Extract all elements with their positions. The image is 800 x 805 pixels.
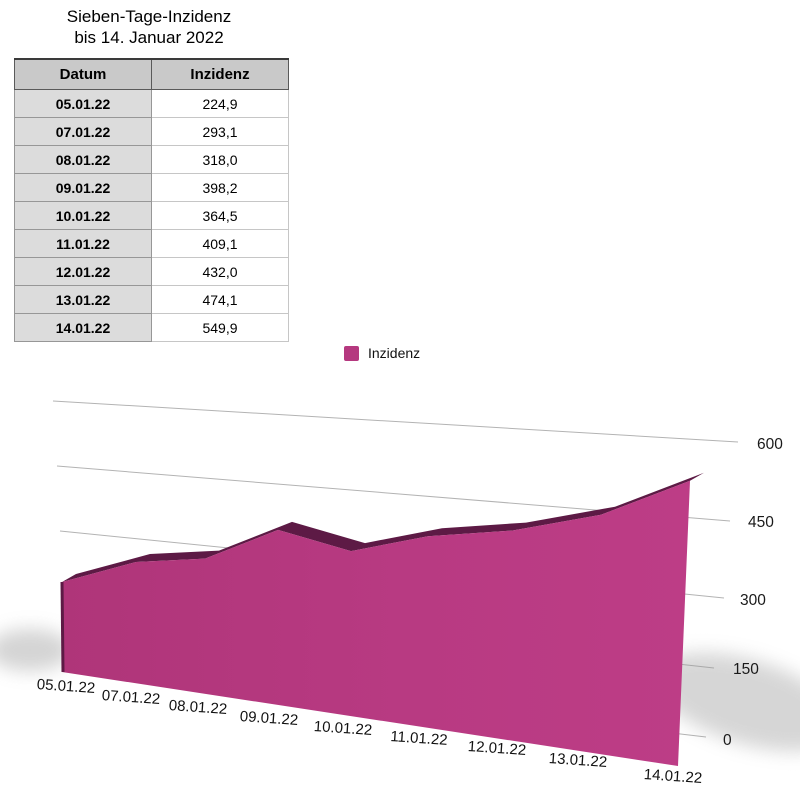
table-row: 14.01.22 549,9 — [14, 313, 289, 342]
table-cell-date: 11.01.22 — [14, 229, 152, 258]
x-axis-labels: 05.01.22 07.01.22 08.01.22 09.01.22 10.01.22… — [36, 676, 702, 787]
table-cell-date: 08.01.22 — [14, 145, 152, 174]
table-header-datum: Datum — [14, 58, 152, 90]
x-axis-label: 14.01.22 — [643, 766, 702, 787]
table-row: 09.01.22 398,2 — [14, 173, 289, 202]
table-cell-value: 474,1 — [151, 285, 289, 314]
table-cell-date: 10.01.22 — [14, 201, 152, 230]
table-cell-date: 13.01.22 — [14, 285, 152, 314]
chart-title-line2: bis 14. Januar 2022 — [74, 28, 224, 47]
y-axis-label: 450 — [748, 514, 774, 531]
table-cell-value: 549,9 — [151, 313, 289, 342]
x-axis-label: 13.01.22 — [548, 750, 607, 771]
chart-title: Sieben-Tage-Inzidenz bis 14. Januar 2022 — [14, 6, 284, 48]
x-axis-label: 05.01.22 — [36, 676, 95, 697]
x-axis-label: 09.01.22 — [239, 708, 298, 729]
y-axis-label: 150 — [733, 661, 759, 678]
table-cell-date: 07.01.22 — [14, 117, 152, 146]
table-cell-date: 12.01.22 — [14, 257, 152, 286]
incidence-table: Datum Inzidenz 05.01.22 224,9 07.01.22 293,… — [14, 58, 289, 342]
area-left-edge — [60, 581, 65, 673]
table-cell-value: 409,1 — [151, 229, 289, 258]
y-axis-labels: 600 450 300 150 0 — [723, 436, 783, 749]
table-row: 10.01.22 364,5 — [14, 201, 289, 230]
table-row: 07.01.22 293,1 — [14, 117, 289, 146]
left-floor-shadow — [0, 629, 72, 671]
table-cell-value: 293,1 — [151, 117, 289, 146]
x-axis-label: 12.01.22 — [467, 738, 526, 759]
right-floor-shadow — [653, 652, 800, 752]
table-header-row: Datum Inzidenz — [14, 58, 289, 90]
table-row: 11.01.22 409,1 — [14, 229, 289, 258]
chart-legend: Inzidenz — [344, 345, 420, 361]
x-axis-label: 07.01.22 — [101, 687, 160, 708]
table-cell-date: 09.01.22 — [14, 173, 152, 202]
table-cell-value: 398,2 — [151, 173, 289, 202]
table-row: 05.01.22 224,9 — [14, 89, 289, 118]
chart-title-line1: Sieben-Tage-Inzidenz — [66, 7, 232, 26]
x-axis-label: 10.01.22 — [313, 718, 372, 739]
table-cell-value: 224,9 — [151, 89, 289, 118]
y-axis-label: 600 — [757, 436, 783, 453]
y-axis-label: 0 — [723, 732, 732, 749]
gridline — [52, 400, 739, 443]
legend-swatch-icon — [344, 345, 359, 361]
y-axis-label: 300 — [740, 592, 766, 609]
x-axis-label: 11.01.22 — [390, 728, 448, 749]
table-cell-date: 05.01.22 — [14, 89, 152, 118]
area-front-face — [62, 480, 690, 766]
incidence-table-body: 05.01.22 224,9 07.01.22 293,1 08.01.22 318,0 0… — [14, 89, 289, 342]
table-cell-date: 14.01.22 — [14, 313, 152, 342]
table-cell-value: 364,5 — [151, 201, 289, 230]
x-axis-label: 08.01.22 — [168, 697, 227, 718]
table-row: 13.01.22 474,1 — [14, 285, 289, 314]
legend-label: Inzidenz — [368, 345, 421, 361]
table-header-inzidenz: Inzidenz — [151, 58, 289, 90]
